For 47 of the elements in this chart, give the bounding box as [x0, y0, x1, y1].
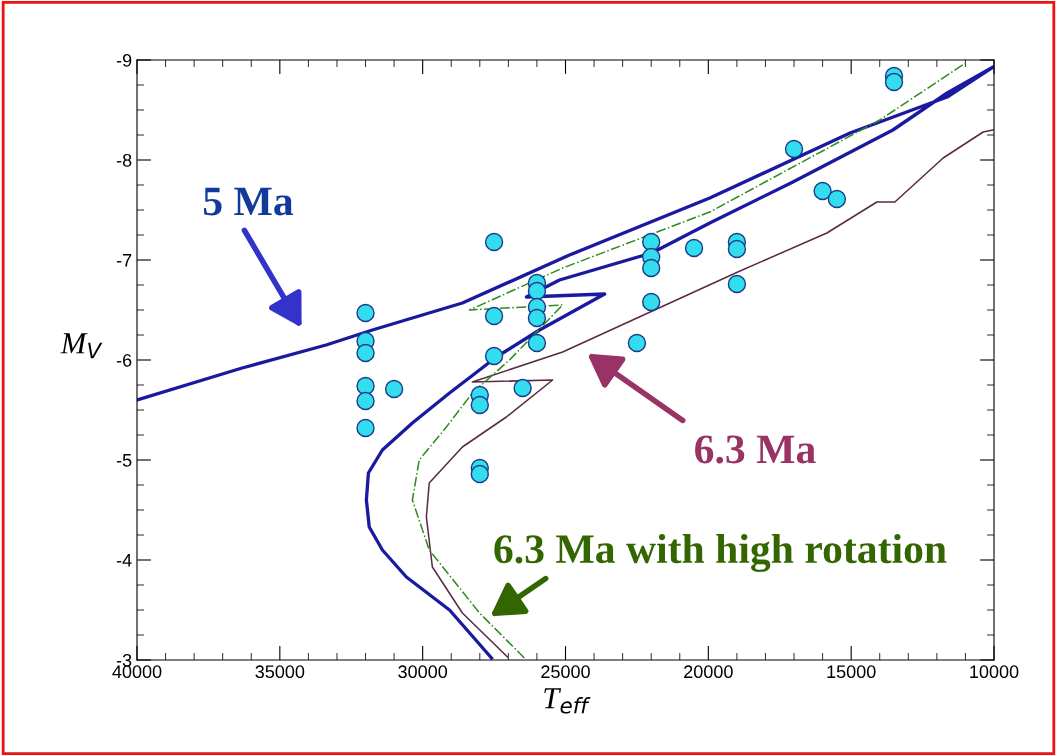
- point: [356, 303, 375, 323]
- point: [813, 181, 832, 201]
- y-tick-label: -7: [116, 254, 132, 267]
- point: [527, 308, 547, 328]
- point: [627, 333, 647, 353]
- point: [470, 395, 490, 415]
- point: [356, 376, 375, 396]
- point: [356, 391, 375, 411]
- point: [484, 306, 504, 326]
- point: [641, 258, 661, 278]
- y-tick-label: -6: [116, 353, 132, 367]
- point: [827, 189, 847, 209]
- x-tick-label: 10000: [970, 665, 1019, 679]
- point: [641, 292, 661, 312]
- x-tick-label: 25000: [541, 665, 590, 679]
- point: [684, 238, 704, 258]
- point: [384, 379, 404, 399]
- point: [484, 232, 504, 252]
- y-axis-title: M$_{V}$: [60, 333, 103, 359]
- point: [470, 464, 490, 484]
- x-tick-label: 35000: [255, 665, 305, 679]
- x-axis-title: T$_{eff}$: [544, 688, 591, 714]
- point: [484, 346, 504, 366]
- point: [727, 239, 747, 259]
- y-tick-label: -5: [116, 454, 132, 467]
- point: [513, 378, 532, 398]
- point: [527, 281, 547, 301]
- x-tick-label: 30000: [398, 665, 448, 679]
- line-series: [411, 61, 968, 659]
- y-tick-label: -4: [116, 554, 132, 567]
- point: [641, 232, 661, 252]
- point: [356, 418, 375, 438]
- point: [356, 343, 375, 363]
- annotation: 6.3 Ma with high rotation: [494, 533, 947, 573]
- y-tick-label: -9: [116, 53, 132, 67]
- annotation: 6.3 Ma: [695, 435, 816, 464]
- annotation: 5 Ma: [203, 187, 294, 216]
- x-tick-label: 15000: [827, 665, 876, 679]
- x-tick-label: 40000: [112, 665, 162, 679]
- point: [884, 72, 904, 92]
- point: [784, 139, 804, 159]
- point: [727, 274, 747, 294]
- y-tick-label: -3: [116, 653, 132, 667]
- x-tick-label: 20000: [684, 665, 733, 679]
- point: [527, 333, 547, 353]
- y-tick-label: -8: [116, 153, 132, 167]
- line-series: [425, 129, 994, 658]
